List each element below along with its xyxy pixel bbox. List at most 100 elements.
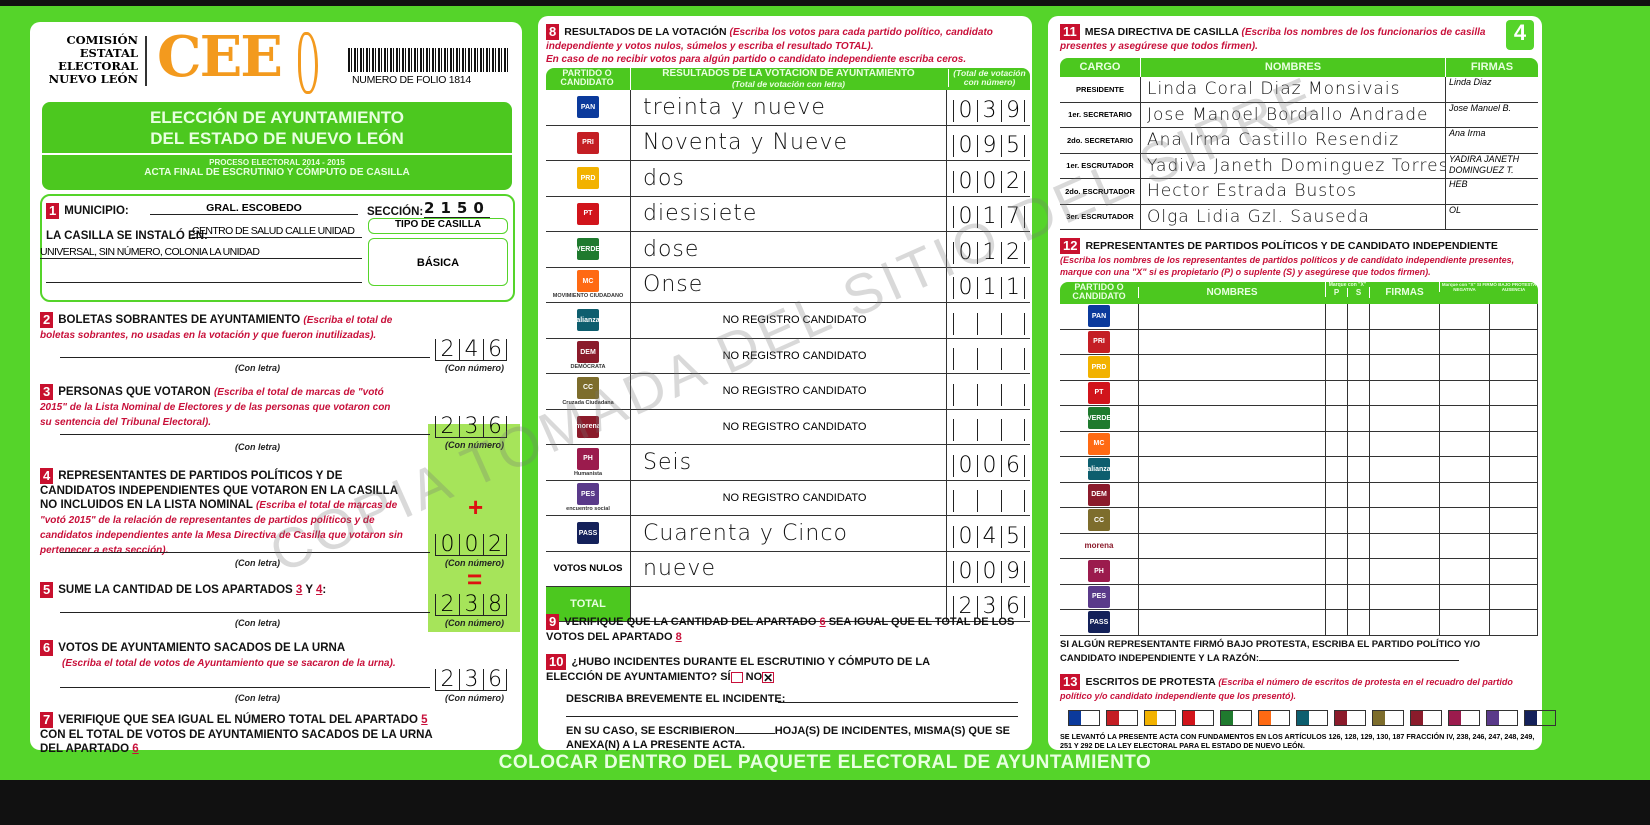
rep-firma-field[interactable]	[1369, 304, 1439, 329]
protest-count-field[interactable]	[1119, 711, 1137, 725]
rep-ausencia-checkbox[interactable]	[1489, 329, 1538, 354]
number-cell[interactable]	[946, 409, 1030, 444]
rep-nombre-field[interactable]	[1138, 355, 1325, 380]
nombre-field[interactable]: Jose Manoel Bordallo Andrade	[1140, 102, 1445, 127]
representantes-letra-field[interactable]	[60, 552, 430, 553]
rep-p-checkbox[interactable]	[1325, 406, 1347, 431]
rep-ausencia-checkbox[interactable]	[1489, 559, 1538, 584]
letter-value[interactable]: Seis	[643, 449, 693, 475]
no-checkbox-checked[interactable]: ✕	[762, 670, 775, 685]
protest-box[interactable]	[1068, 710, 1100, 726]
letter-cell[interactable]: Seis	[630, 445, 946, 480]
instalo-field-1[interactable]: CENTRO DE SALUD CALLE UNIDAD	[192, 225, 362, 238]
protest-count-field[interactable]	[1195, 711, 1213, 725]
letter-cell[interactable]: NO REGISTRO CANDIDATO	[630, 409, 946, 444]
rep-firma-field[interactable]	[1369, 406, 1439, 431]
rep-firma-field[interactable]	[1369, 482, 1439, 507]
rep-negativa-checkbox[interactable]	[1439, 559, 1489, 584]
rep-p-checkbox[interactable]	[1325, 610, 1347, 635]
rep-nombre-field[interactable]	[1138, 431, 1325, 456]
rep-p-checkbox[interactable]	[1325, 431, 1347, 456]
rep-nombre-field[interactable]	[1138, 584, 1325, 609]
rep-ausencia-checkbox[interactable]	[1489, 431, 1538, 456]
hojas-field[interactable]	[734, 733, 775, 734]
rep-s-checkbox[interactable]	[1347, 533, 1369, 558]
protest-box[interactable]	[1258, 710, 1290, 726]
protest-count-field[interactable]	[1347, 711, 1365, 725]
urna-letra-field[interactable]	[60, 687, 430, 688]
rep-negativa-checkbox[interactable]	[1439, 431, 1489, 456]
letter-value[interactable]: diesisiete	[643, 201, 758, 227]
letter-value[interactable]: Onse	[643, 272, 704, 298]
rep-nombre-field[interactable]	[1138, 329, 1325, 354]
rep-ausencia-checkbox[interactable]	[1489, 304, 1538, 329]
letter-value[interactable]: Cuarenta y Cinco	[643, 520, 848, 546]
boletas-letra-field[interactable]	[60, 357, 430, 358]
letter-cell[interactable]: Noventa y Nueve	[630, 125, 946, 160]
protest-box[interactable]	[1182, 710, 1214, 726]
protest-box[interactable]	[1486, 710, 1518, 726]
rep-p-checkbox[interactable]	[1325, 380, 1347, 405]
protest-box[interactable]	[1524, 710, 1556, 726]
vote-digits[interactable]	[953, 348, 1025, 370]
suma-letra-field[interactable]	[60, 612, 430, 613]
total-letter-cell[interactable]	[630, 587, 946, 621]
rep-firma-field[interactable]	[1369, 431, 1439, 456]
firma-signature[interactable]: YADIRA JANETH DOMINGUEZ T.	[1445, 153, 1538, 178]
letter-cell[interactable]: NO REGISTRO CANDIDATO	[630, 338, 946, 373]
letter-cell[interactable]: dose	[630, 232, 946, 267]
rep-s-checkbox[interactable]	[1347, 584, 1369, 609]
rep-p-checkbox[interactable]	[1325, 559, 1347, 584]
rep-nombre-field[interactable]	[1138, 533, 1325, 558]
rep-negativa-checkbox[interactable]	[1439, 584, 1489, 609]
rep-ausencia-checkbox[interactable]	[1489, 584, 1538, 609]
rep-ausencia-checkbox[interactable]	[1489, 533, 1538, 558]
number-cell[interactable]	[946, 480, 1030, 515]
rep-negativa-checkbox[interactable]	[1439, 380, 1489, 405]
rep-nombre-field[interactable]	[1138, 380, 1325, 405]
rep-s-checkbox[interactable]	[1347, 329, 1369, 354]
rep-s-checkbox[interactable]	[1347, 559, 1369, 584]
protest-box[interactable]	[1220, 710, 1252, 726]
nombre-field[interactable]: Hector Estrada Bustos	[1140, 179, 1445, 204]
nombre-field[interactable]: Linda Coral Diaz Monsivais	[1140, 77, 1445, 102]
nombre-field[interactable]: Yadiva Janeth Dominguez Torres	[1140, 153, 1445, 178]
rep-p-checkbox[interactable]	[1325, 457, 1347, 482]
rep-s-checkbox[interactable]	[1347, 508, 1369, 533]
letter-value[interactable]: nueve	[643, 556, 716, 582]
rep-nombre-field[interactable]	[1138, 610, 1325, 635]
rep-ausencia-checkbox[interactable]	[1489, 610, 1538, 635]
rep-s-checkbox[interactable]	[1347, 355, 1369, 380]
firma-signature[interactable]: HEB	[1445, 179, 1538, 204]
rep-negativa-checkbox[interactable]	[1439, 406, 1489, 431]
protest-box[interactable]	[1106, 710, 1138, 726]
rep-p-checkbox[interactable]	[1325, 584, 1347, 609]
firma-signature[interactable]: OL	[1445, 204, 1538, 229]
letter-cell[interactable]: NO REGISTRO CANDIDATO	[630, 480, 946, 515]
rep-nombre-field[interactable]	[1138, 508, 1325, 533]
protest-box[interactable]	[1448, 710, 1480, 726]
rep-negativa-checkbox[interactable]	[1439, 355, 1489, 380]
protest-box[interactable]	[1296, 710, 1328, 726]
number-cell[interactable]	[946, 374, 1030, 409]
protest-count-field[interactable]	[1461, 711, 1479, 725]
describe-field[interactable]	[778, 702, 1018, 703]
number-cell[interactable]	[946, 338, 1030, 373]
rep-nombre-field[interactable]	[1138, 482, 1325, 507]
letter-value[interactable]: treinta y nueve	[643, 94, 826, 120]
rep-ausencia-checkbox[interactable]	[1489, 482, 1538, 507]
rep-firma-field[interactable]	[1369, 584, 1439, 609]
